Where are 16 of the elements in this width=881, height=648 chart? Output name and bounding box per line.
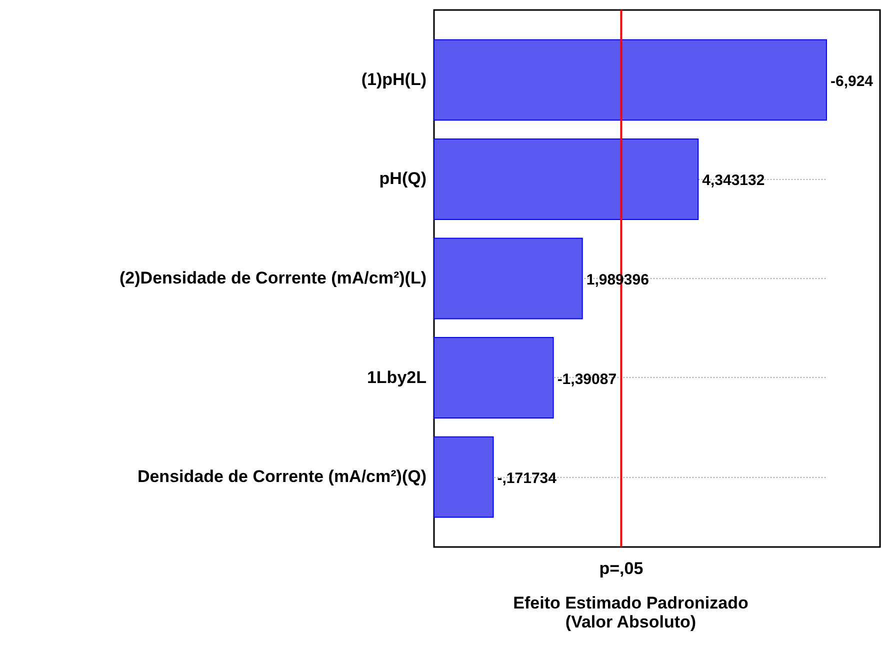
y-tick-label: (1)pH(L) xyxy=(361,70,426,89)
y-tick-label: 1Lby2L xyxy=(366,368,426,387)
bar xyxy=(434,39,827,121)
annotation: 4,343132 xyxy=(702,172,765,190)
bar xyxy=(434,238,583,320)
ref-line-label: p=,05 xyxy=(599,559,644,578)
annotation: -,171734 xyxy=(497,470,558,488)
annotation: -1,39087 xyxy=(557,370,617,388)
y-tick-label: pH(Q) xyxy=(379,169,426,188)
bar xyxy=(434,138,699,220)
x-axis-title: Efeito Estimado Padronizado (Valor Absoluto) xyxy=(513,594,748,632)
y-tick-label: Densidade de Corrente (mA/cm²)(Q) xyxy=(137,467,426,486)
bar xyxy=(434,436,494,518)
annotation: -6,924 xyxy=(830,72,874,90)
bar xyxy=(434,337,554,418)
y-tick-label: (2)Densidade de Corrente (mA/cm²)(L) xyxy=(120,268,426,288)
